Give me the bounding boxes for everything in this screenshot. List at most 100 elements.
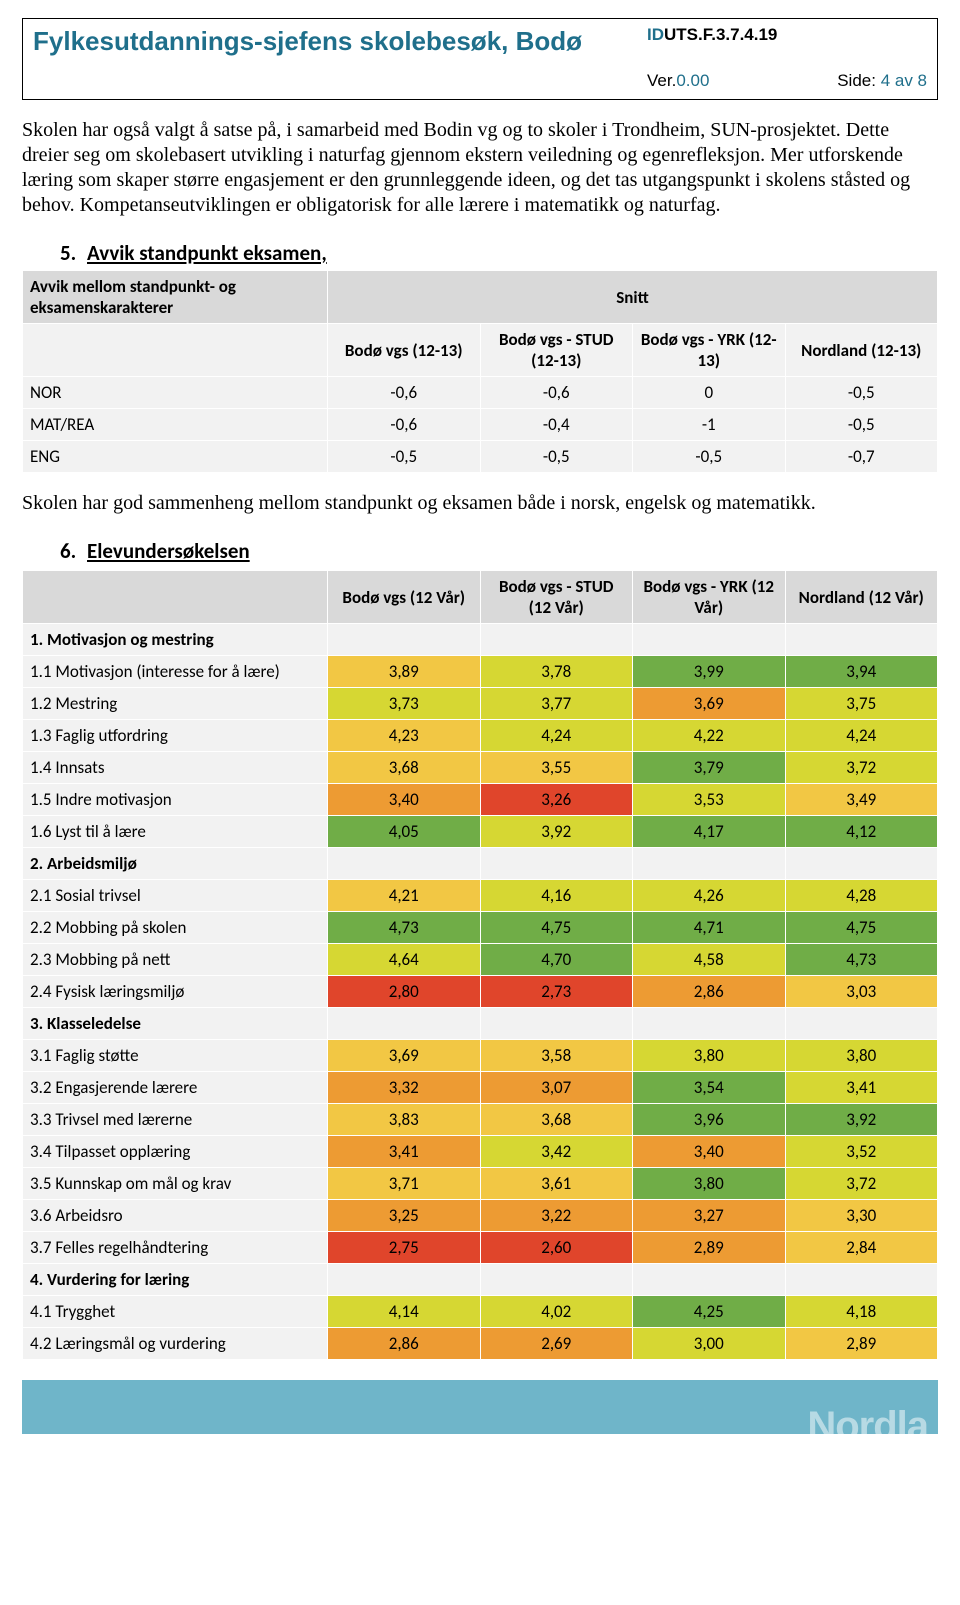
table2-cell: 4,73	[328, 912, 481, 944]
table2-row-label: 2.2 Mobbing på skolen	[23, 912, 328, 944]
footer-logo-text: Nordla	[807, 1406, 928, 1446]
table2-cell: 3,41	[785, 1072, 938, 1104]
table1-cell: 0	[633, 377, 786, 409]
table1-cell: -0,5	[633, 441, 786, 473]
table2-row-label: 1.4 Innsats	[23, 752, 328, 784]
section-5-heading: 5. Avvik standpunkt eksamen,	[22, 240, 938, 266]
table2-cell: 4,28	[785, 880, 938, 912]
table2-cell: 2,73	[480, 976, 633, 1008]
table2-row-label: 3.2 Engasjerende lærere	[23, 1072, 328, 1104]
table2-cell: 3,80	[785, 1040, 938, 1072]
table2-cell: 3,83	[328, 1104, 481, 1136]
paragraph-2: Skolen har god sammenheng mellom standpu…	[22, 491, 938, 516]
table2-cell: 3,30	[785, 1200, 938, 1232]
table2-row-label: 1.1 Motivasjon (interesse for å lære)	[23, 656, 328, 688]
table2-section: 2. Arbeidsmiljø	[23, 848, 328, 880]
section-6-heading: 6. Elevundersøkelsen	[22, 538, 938, 564]
table2-cell: 3,92	[480, 816, 633, 848]
table2-cell: 4,64	[328, 944, 481, 976]
table2-cell: 3,22	[480, 1200, 633, 1232]
table2-row-label: 2.1 Sosial trivsel	[23, 880, 328, 912]
table2-cell: 4,18	[785, 1296, 938, 1328]
doc-version: Ver.0.00	[647, 71, 709, 91]
table2-section: 1. Motivasjon og mestring	[23, 624, 328, 656]
table2-cell: 3,79	[633, 752, 786, 784]
table2-cell: 4,16	[480, 880, 633, 912]
table1-cell: -0,6	[328, 377, 481, 409]
table2-row-label: 3.6 Arbeidsro	[23, 1200, 328, 1232]
table2-col: Bodø vgs (12 Vår)	[328, 571, 481, 624]
table2-cell: 4,71	[633, 912, 786, 944]
table2-cell: 3,80	[633, 1040, 786, 1072]
table2-col: Nordland (12 Vår)	[785, 571, 938, 624]
table2-cell: 3,75	[785, 688, 938, 720]
table1-col: Bodø vgs - YRK (12-13)	[633, 324, 786, 377]
table1-cell: -1	[633, 409, 786, 441]
table2-cell: 3,94	[785, 656, 938, 688]
table2-cell: 3,49	[785, 784, 938, 816]
doc-page: Side: 4 av 8	[837, 71, 927, 91]
table2-cell: 4,75	[785, 912, 938, 944]
table2-cell: 2,89	[633, 1232, 786, 1264]
table2-cell: 4,21	[328, 880, 481, 912]
table2-row-label: 2.3 Mobbing på nett	[23, 944, 328, 976]
table2-cell: 3,72	[785, 1168, 938, 1200]
doc-header: Fylkesutdannings-sjefens skolebesøk, Bod…	[22, 18, 938, 100]
table2-cell: 3,71	[328, 1168, 481, 1200]
table1-col: Bodø vgs - STUD (12-13)	[480, 324, 633, 377]
table2-cell: 3,27	[633, 1200, 786, 1232]
table1-header-snitt: Snitt	[328, 271, 938, 324]
footer-band: Nordla	[22, 1380, 938, 1434]
table2-row-label: 1.5 Indre motivasjon	[23, 784, 328, 816]
table2-cell: 3,69	[633, 688, 786, 720]
table2-cell: 2,75	[328, 1232, 481, 1264]
table2-cell: 4,14	[328, 1296, 481, 1328]
table2-cell: 4,70	[480, 944, 633, 976]
table2-cell: 4,17	[633, 816, 786, 848]
table1-cell: -0,5	[785, 377, 938, 409]
table2-cell: 3,73	[328, 688, 481, 720]
table2-row-label: 1.6 Lyst til å lære	[23, 816, 328, 848]
table2-cell: 3,78	[480, 656, 633, 688]
table2-cell: 4,23	[328, 720, 481, 752]
table2-cell: 4,24	[480, 720, 633, 752]
table2-row-label: 3.7 Felles regelhåndtering	[23, 1232, 328, 1264]
table2-cell: 4,75	[480, 912, 633, 944]
table2-row-label: 1.3 Faglig utfordring	[23, 720, 328, 752]
table1-cell: -0,6	[480, 377, 633, 409]
table2-cell: 3,92	[785, 1104, 938, 1136]
table2-row-label: 4.2 Læringsmål og vurdering	[23, 1328, 328, 1360]
table2-cell: 3,55	[480, 752, 633, 784]
table2-section: 4. Vurdering for læring	[23, 1264, 328, 1296]
table2-cell: 4,26	[633, 880, 786, 912]
doc-title: Fylkesutdannings-sjefens skolebesøk, Bod…	[33, 25, 627, 58]
table2-cell: 3,99	[633, 656, 786, 688]
table1-col: Nordland (12-13)	[785, 324, 938, 377]
doc-id: IDUTS.F.3.7.4.19	[647, 25, 927, 45]
table2-cell: 3,52	[785, 1136, 938, 1168]
table2-row-label: 3.5 Kunnskap om mål og krav	[23, 1168, 328, 1200]
table2-cell: 3,69	[328, 1040, 481, 1072]
table2-cell: 3,89	[328, 656, 481, 688]
table2-cell: 3,96	[633, 1104, 786, 1136]
table2-row-label: 3.1 Faglig støtte	[23, 1040, 328, 1072]
table2-cell: 3,80	[633, 1168, 786, 1200]
table1-row-label: MAT/REA	[23, 409, 328, 441]
table2-col: Bodø vgs - YRK (12 Vår)	[633, 571, 786, 624]
table2-row-label: 1.2 Mestring	[23, 688, 328, 720]
table2-cell: 3,54	[633, 1072, 786, 1104]
table2-cell: 3,40	[328, 784, 481, 816]
table1-header-left: Avvik mellom standpunkt- og eksamenskara…	[23, 271, 328, 324]
paragraph-1: Skolen har også valgt å satse på, i sama…	[22, 118, 938, 218]
table2-cell: 3,61	[480, 1168, 633, 1200]
table1-cell: -0,5	[480, 441, 633, 473]
table2-cell: 3,25	[328, 1200, 481, 1232]
table2-cell: 3,40	[633, 1136, 786, 1168]
table2-row-label: 2.4 Fysisk læringsmiljø	[23, 976, 328, 1008]
table2-cell: 3,72	[785, 752, 938, 784]
table2-cell: 3,68	[328, 752, 481, 784]
table1-col: Bodø vgs (12-13)	[328, 324, 481, 377]
table2-cell: 4,05	[328, 816, 481, 848]
table2-row-label: 4.1 Trygghet	[23, 1296, 328, 1328]
table2-cell: 3,53	[633, 784, 786, 816]
